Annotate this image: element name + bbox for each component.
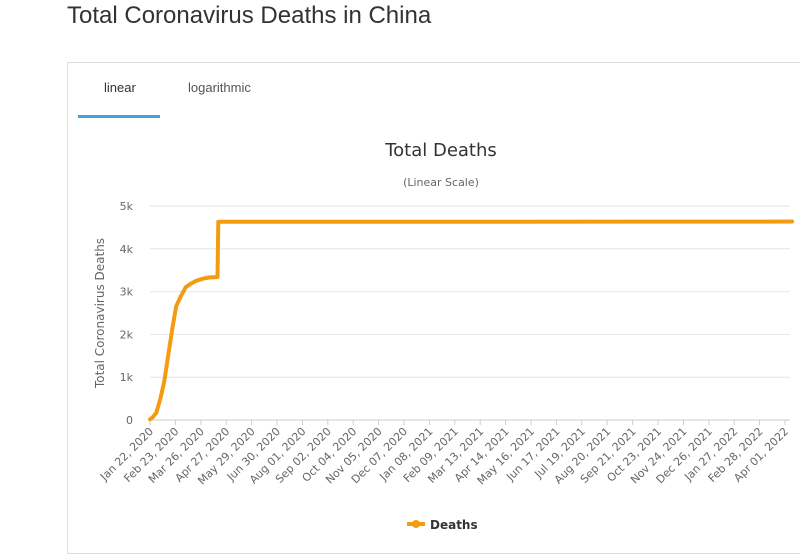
legend-label: Deaths [430, 518, 478, 532]
chart-svg: Total Deaths (Linear Scale) 0 1k 2k 3k 4k 5k Tot… [93, 140, 795, 532]
tab-active-indicator [78, 115, 160, 118]
y-axis-label: Total Coronavirus Deaths [93, 238, 107, 389]
y-tick-label: 5k [120, 200, 134, 213]
page-title: Total Coronavirus Deaths in China [67, 2, 432, 29]
y-tick-label: 2k [120, 328, 134, 341]
tab-logarithmic[interactable]: logarithmic [188, 80, 251, 95]
series-line-deaths [148, 219, 795, 422]
tab-linear[interactable]: linear [104, 80, 136, 95]
chart-panel [67, 62, 800, 554]
y-tick-label: 4k [120, 243, 134, 256]
y-tick-label: 1k [120, 371, 134, 384]
chart-subtitle: (Linear Scale) [403, 176, 479, 189]
legend-marker [412, 520, 420, 528]
y-tick-label: 3k [120, 286, 134, 299]
y-tick-label: 0 [126, 414, 133, 427]
chart-title: Total Deaths [384, 140, 497, 161]
